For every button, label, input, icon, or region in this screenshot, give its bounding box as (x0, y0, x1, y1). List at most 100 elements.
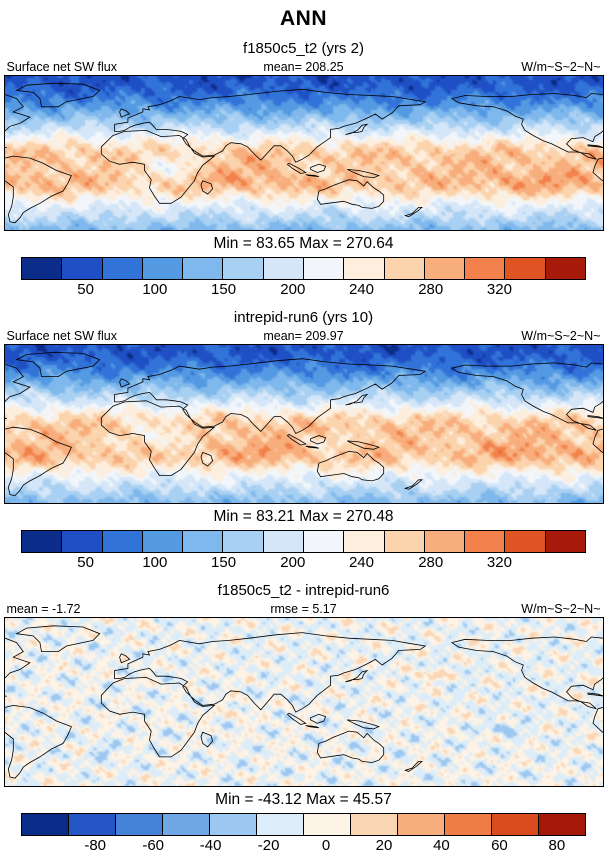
colorbar-segment (141, 531, 183, 552)
colorbar-tick-label: 240 (348, 281, 374, 298)
difference-subtitle: f1850c5_t2 - intrepid-run6 (217, 582, 390, 599)
colorbar-segment (262, 258, 303, 279)
colorbar-tick-label: 60 (491, 837, 508, 854)
colorbar-segment (504, 258, 545, 279)
colorbar-segment (209, 814, 256, 835)
coastline-overlay (4, 351, 603, 497)
coastline-path (4, 351, 603, 497)
colorbar-tick-label: 0 (321, 837, 331, 854)
colorbar-segment (101, 258, 142, 279)
panel-case2: intrepid-run6 (yrs 10) Surface net SW fl… (0, 309, 607, 573)
colorbar-tick-label: 40 (433, 837, 450, 854)
colorbar-segment (397, 814, 444, 835)
difference-mean-label: mean = -1.72 (6, 602, 81, 616)
colorbar-segment (464, 531, 505, 552)
colorbar-segment (343, 531, 384, 552)
colorbar-segment (162, 814, 209, 835)
colorbar-tick-label: 240 (348, 554, 374, 571)
case1-subtitle: f1850c5_t2 (yrs 2) (243, 40, 364, 57)
colorbar-segment (182, 258, 223, 279)
colorbar-tick-label: -80 (84, 837, 107, 854)
colorbar-tick-label: 150 (211, 554, 237, 571)
colorbar-segment (444, 814, 491, 835)
colorbar-segment (61, 258, 102, 279)
coastline-overlay (4, 82, 603, 224)
colorbar-segment (22, 814, 68, 835)
case2-field-canvas (4, 345, 603, 503)
coastline-path (4, 625, 603, 779)
colorbar-tick-label: 50 (77, 281, 94, 298)
difference-colorbar (21, 813, 586, 836)
colorbar-segment (61, 531, 102, 552)
case2-minmax-label: Min = 83.21 Max = 270.48 (213, 508, 394, 525)
colorbar-segment (538, 814, 585, 835)
colorbar-tick-label: -40 (199, 837, 222, 854)
case2-subtitle: intrepid-run6 (yrs 10) (233, 309, 374, 326)
case1-colorbar-ticks: 50 100 150 200 240 280 320 (22, 281, 585, 300)
colorbar-tick-label: 280 (418, 554, 444, 571)
case2-colorbar (21, 530, 586, 553)
colorbar-segment (115, 814, 162, 835)
colorbar-segment (302, 258, 344, 279)
coastline-overlay (4, 625, 603, 779)
colorbar-segment (22, 531, 62, 552)
colorbar-tick-label: 200 (280, 281, 306, 298)
colorbar-segment (182, 531, 223, 552)
colorbar-segment (303, 814, 350, 835)
colorbar-tick-label: 320 (486, 554, 512, 571)
figure-title: ANN (280, 7, 327, 30)
case1-mean-label: mean= 208.25 (263, 60, 344, 74)
colorbar-segment (141, 258, 183, 279)
colorbar-segment (68, 814, 115, 835)
case2-colorbar-ticks: 50 100 150 200 240 280 320 (22, 554, 585, 573)
difference-rmse-label: rmse = 5.17 (270, 602, 337, 616)
colorbar-tick-label: 20 (375, 837, 393, 854)
case1-map-header: Surface net SW flux mean= 208.25 W/m~S~2… (5, 60, 603, 74)
colorbar-segment (544, 531, 585, 552)
colorbar-tick-label: 100 (142, 554, 168, 571)
colorbar-segment (256, 814, 303, 835)
case1-units-label: W/m~S~2~N~ (521, 60, 601, 74)
case1-map (3, 75, 604, 231)
colorbar-segment (544, 258, 585, 279)
colorbar-tick-label: 100 (142, 281, 168, 298)
colorbar-tick-label: 200 (280, 554, 306, 571)
case1-minmax-label: Min = 83.65 Max = 270.64 (213, 235, 394, 252)
colorbar-segment (423, 531, 465, 552)
colorbar-tick-label: 320 (486, 281, 512, 298)
colorbar-tick-label: -60 (142, 837, 165, 854)
colorbar-segment (491, 814, 538, 835)
colorbar-segment (383, 258, 424, 279)
colorbar-segment (343, 258, 384, 279)
colorbar-segment (262, 531, 303, 552)
case2-units-label: W/m~S~2~N~ (521, 329, 601, 343)
colorbar-tick-label: -20 (257, 837, 280, 854)
difference-map-header: mean = -1.72 rmse = 5.17 W/m~S~2~N~ (5, 602, 603, 616)
colorbar-segment (101, 531, 142, 552)
colorbar-segment (350, 814, 397, 835)
colorbar-segment (222, 258, 263, 279)
colorbar-tick-label: 50 (77, 554, 94, 571)
panel-difference: f1850c5_t2 - intrepid-run6 mean = -1.72 … (0, 582, 607, 856)
difference-units-label: W/m~S~2~N~ (521, 602, 601, 616)
colorbar-segment (504, 531, 545, 552)
colorbar-tick-label: 280 (418, 281, 444, 298)
case1-colorbar (21, 257, 586, 280)
case1-field-canvas (4, 76, 603, 230)
coastline-path (4, 82, 603, 224)
colorbar-segment (302, 531, 344, 552)
case2-map (3, 344, 604, 504)
colorbar-segment (383, 531, 424, 552)
panel-case1: f1850c5_t2 (yrs 2) Surface net SW flux m… (0, 40, 607, 300)
difference-map (3, 617, 604, 787)
difference-field-canvas (4, 618, 603, 786)
colorbar-segment (464, 258, 505, 279)
colorbar-segment (22, 258, 62, 279)
case2-mean-label: mean= 209.97 (263, 329, 344, 343)
difference-minmax-label: Min = -43.12 Max = 45.57 (215, 791, 392, 808)
colorbar-segment (222, 531, 263, 552)
case2-map-header: Surface net SW flux mean= 209.97 W/m~S~2… (5, 329, 603, 343)
colorbar-tick-label: 150 (211, 281, 237, 298)
difference-colorbar-ticks: -80 -60 -40 -20 0 20 40 60 80 (22, 837, 585, 856)
